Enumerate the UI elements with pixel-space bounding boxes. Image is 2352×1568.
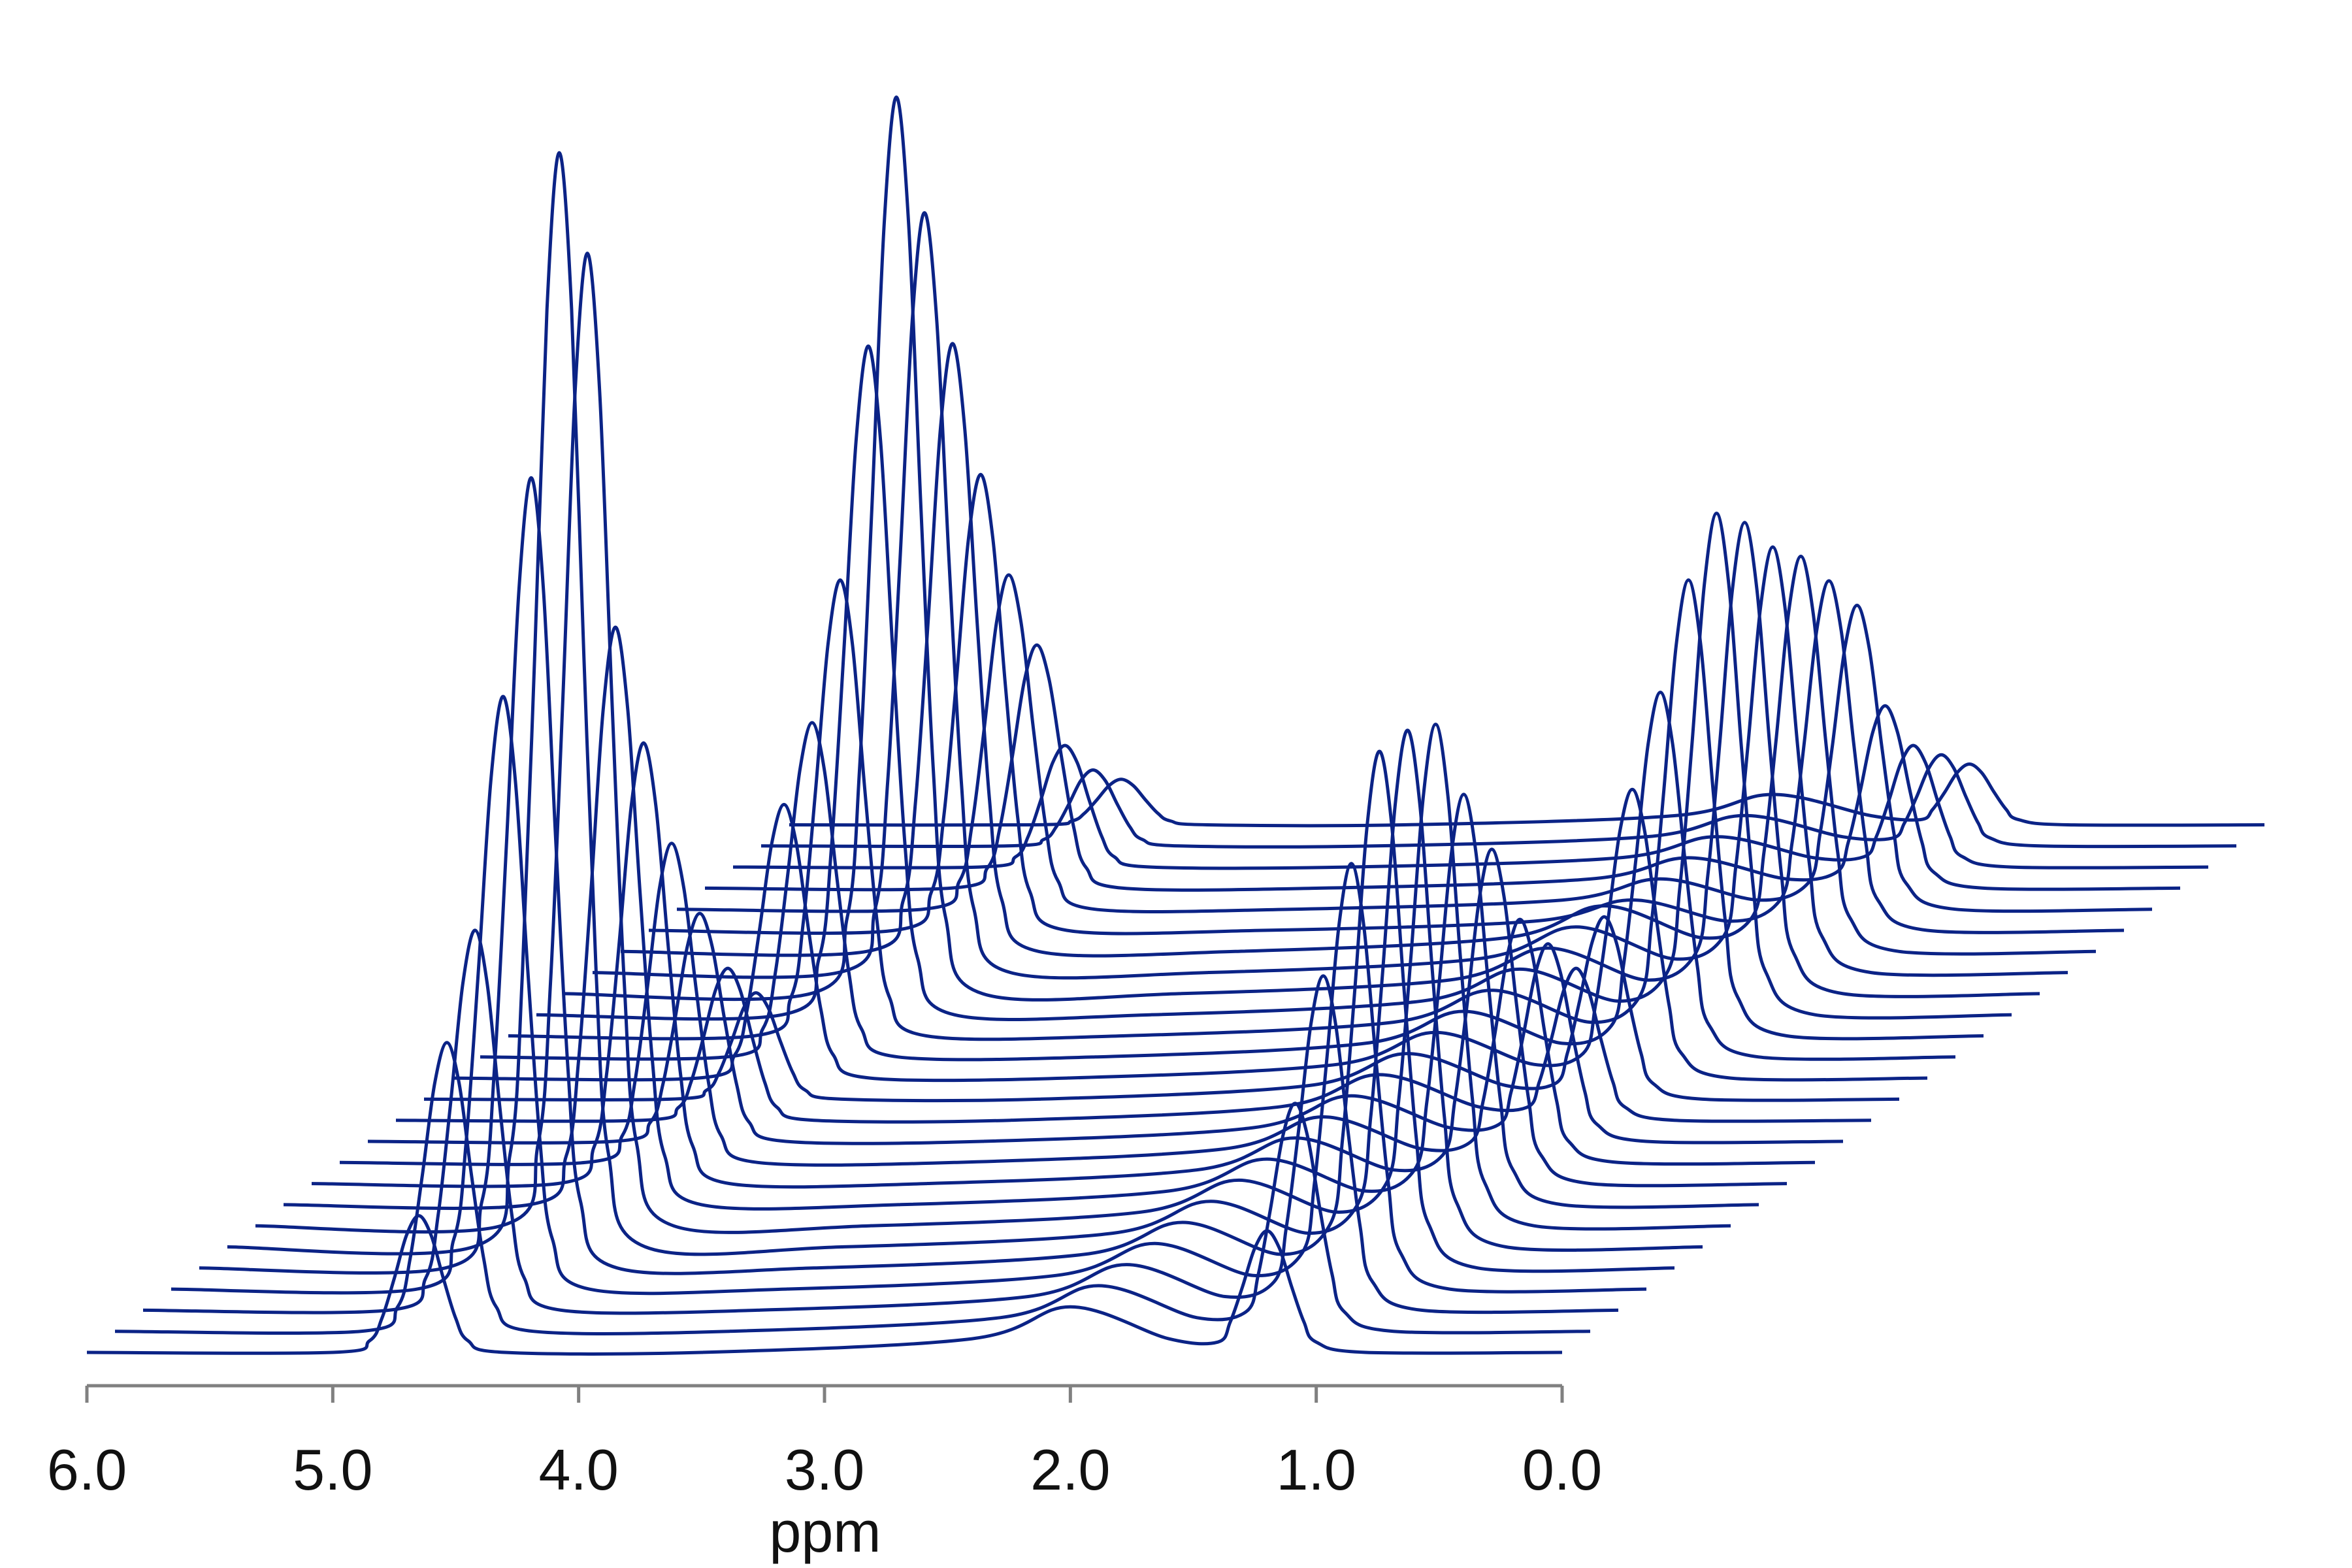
spectrum-trace (732, 743, 2209, 870)
x-tick-label: 3.0 (785, 1437, 864, 1502)
spectrum-trace (142, 928, 1619, 1315)
spectrum-trace (86, 1214, 1563, 1356)
spectrum-trace (592, 211, 2068, 980)
spectrum-trace (311, 741, 1788, 1189)
spectrum-trace (536, 344, 2012, 1021)
spectrum-trace (423, 915, 1900, 1103)
x-tick-label: 6.0 (47, 1437, 127, 1502)
x-tick-label: 5.0 (293, 1437, 372, 1502)
x-tick-label: 4.0 (538, 1437, 618, 1502)
spectrum-trace (564, 95, 2040, 1002)
spectrum-trace (789, 762, 2265, 828)
x-tick-label: 2.0 (1030, 1437, 1110, 1502)
spectrum-trace (283, 625, 1759, 1211)
x-tick-label: 1.0 (1276, 1437, 1356, 1502)
spectrum-trace (760, 753, 2237, 849)
spectrum-trace (114, 1041, 1591, 1335)
spectrum-trace (199, 476, 1675, 1275)
x-tick-label: 0.0 (1522, 1437, 1602, 1502)
spectrum-trace (620, 342, 2097, 958)
x-axis-label: ppm (769, 1499, 881, 1564)
spectrum-trace (451, 787, 1928, 1083)
spectrum-trace (508, 578, 1984, 1041)
spectrum-trace (480, 691, 1956, 1062)
spectrum-trace (255, 252, 1731, 1234)
spectrum-trace (171, 694, 1647, 1296)
spectrum-trace (367, 911, 1844, 1145)
spectrum-trace (227, 151, 1703, 1256)
